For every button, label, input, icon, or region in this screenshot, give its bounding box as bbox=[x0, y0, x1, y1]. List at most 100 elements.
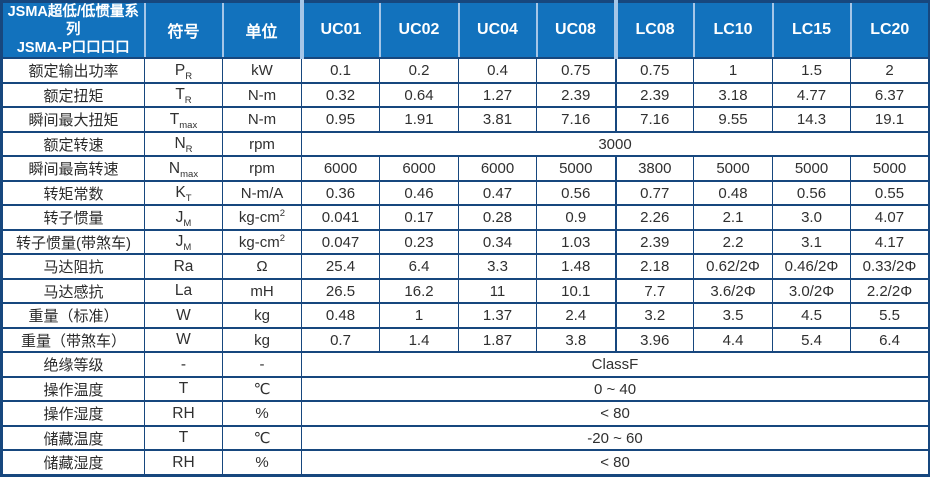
header-row: JSMA超低/低惯量系列 JSMA-P口口口口 符号 单位 UC01 UC02 UC… bbox=[1, 1, 930, 60]
row-label: 转子惯量 bbox=[1, 204, 145, 230]
table-body: 额定输出功率 PR kW 0.1 0.2 0.4 0.75 0.75 1 1.5 2 额定扭矩 TR N-… bbox=[1, 57, 930, 476]
model-header: LC10 bbox=[692, 1, 773, 60]
value-cell: 2.1 bbox=[693, 204, 773, 230]
symbol-main: La bbox=[174, 282, 193, 300]
row-label: 重量（标准） bbox=[1, 302, 145, 328]
value-cell: 0.62/2Φ bbox=[693, 253, 773, 279]
value-cell: 3.3 bbox=[458, 253, 537, 279]
unit-cell: % bbox=[222, 449, 302, 476]
value-cell: 4.5 bbox=[772, 302, 851, 328]
value-cell: 4.07 bbox=[850, 204, 930, 230]
value-cell: 0.47 bbox=[458, 179, 537, 206]
symbol-main: J bbox=[175, 233, 184, 251]
unit-main: kg bbox=[254, 331, 270, 349]
table-row: 转矩常数 KT N-m/A 0.36 0.46 0.47 0.56 0.77 0.48 0.56 0… bbox=[1, 179, 930, 206]
unit-cell: N-m bbox=[222, 106, 302, 132]
unit-main: % bbox=[255, 454, 269, 472]
symbol-subscript: max bbox=[180, 168, 199, 180]
value-cell: 9.55 bbox=[693, 106, 773, 132]
value-cell: 6000 bbox=[379, 155, 459, 181]
unit-cell: rpm bbox=[222, 155, 302, 181]
unit-cell: N-m/A bbox=[222, 179, 302, 206]
model-header: UC02 bbox=[378, 1, 459, 60]
value-cell: 1 bbox=[379, 302, 459, 328]
unit-cell: kg-cm2 bbox=[222, 228, 302, 255]
value-cell: 7.16 bbox=[614, 106, 694, 132]
value-cell: 0.64 bbox=[379, 81, 459, 108]
row-label: 操作温度 bbox=[1, 375, 145, 402]
value-cell: 2.2 bbox=[693, 228, 773, 255]
value-cell: 2 bbox=[850, 57, 930, 83]
value-cell: 2.39 bbox=[536, 81, 616, 108]
unit-main: mH bbox=[250, 282, 274, 300]
symbol-subscript: M bbox=[183, 217, 192, 229]
row-label: 额定转速 bbox=[1, 130, 145, 157]
value-cell: 14.3 bbox=[772, 106, 851, 132]
unit-cell: N-m bbox=[222, 81, 302, 108]
symbol-cell: T bbox=[144, 375, 223, 402]
table-row: 绝缘等级 - - ClassF bbox=[1, 351, 930, 377]
unit-main: rpm bbox=[249, 160, 275, 178]
unit-cell: kg bbox=[222, 302, 302, 328]
value-cell: 0.1 bbox=[301, 57, 380, 83]
row-label: 储藏温度 bbox=[1, 424, 145, 451]
symbol-main: T bbox=[178, 380, 189, 398]
symbol-main: Ra bbox=[173, 257, 194, 275]
value-cell: 16.2 bbox=[379, 277, 459, 304]
symbol-subscript: M bbox=[183, 242, 192, 254]
value-cell: 2.39 bbox=[614, 81, 694, 108]
span-value-cell: < 80 bbox=[301, 400, 930, 426]
value-cell: 3.1 bbox=[772, 228, 851, 255]
symbol-cell: JM bbox=[144, 228, 223, 255]
unit-cell: - bbox=[222, 351, 302, 377]
value-cell: 6000 bbox=[301, 155, 380, 181]
value-cell: 6.37 bbox=[850, 81, 930, 108]
table-row: 额定转速 NR rpm 3000 bbox=[1, 130, 930, 157]
model-header: UC04 bbox=[457, 1, 537, 60]
value-cell: 6.4 bbox=[850, 326, 930, 353]
value-cell: 2.26 bbox=[614, 204, 694, 230]
row-label: 马达阻抗 bbox=[1, 253, 145, 279]
unit-cell: kg bbox=[222, 326, 302, 353]
value-cell: 1 bbox=[693, 57, 773, 83]
table-row: 储藏温度 T ℃ -20 ~ 60 bbox=[1, 424, 930, 451]
symbol-cell: T bbox=[144, 424, 223, 451]
symbol-cell: RH bbox=[144, 400, 223, 426]
value-cell: 0.32 bbox=[301, 81, 380, 108]
value-cell: 0.7 bbox=[301, 326, 380, 353]
unit-main: Ω bbox=[256, 258, 268, 276]
symbol-main: K bbox=[175, 184, 186, 202]
row-label: 储藏湿度 bbox=[1, 449, 145, 476]
value-cell: 4.4 bbox=[693, 326, 773, 353]
value-cell: 3.8 bbox=[536, 326, 616, 353]
value-cell: 0.28 bbox=[458, 204, 537, 230]
table-row: 操作温度 T ℃ 0 ~ 40 bbox=[1, 375, 930, 402]
symbol-cell: JM bbox=[144, 204, 223, 230]
row-label: 绝缘等级 bbox=[1, 351, 145, 377]
symbol-main: RH bbox=[172, 404, 195, 422]
symbol-main: T bbox=[169, 110, 180, 128]
row-label: 马达感抗 bbox=[1, 277, 145, 304]
row-label: 瞬间最高转速 bbox=[1, 155, 145, 181]
unit-main: ℃ bbox=[253, 381, 271, 399]
value-cell: 0.56 bbox=[536, 179, 616, 206]
span-value-cell: < 80 bbox=[301, 449, 930, 476]
unit-cell: % bbox=[222, 400, 302, 426]
value-cell: 5.4 bbox=[772, 326, 851, 353]
value-cell: 2.39 bbox=[614, 228, 694, 255]
unit-cell: ℃ bbox=[222, 375, 302, 402]
series-title-line2: JSMA-P口口口口 bbox=[16, 40, 130, 57]
row-label: 转矩常数 bbox=[1, 179, 145, 206]
symbol-cell: W bbox=[144, 326, 223, 353]
value-cell: 5.5 bbox=[850, 302, 930, 328]
value-cell: 0.041 bbox=[301, 204, 380, 230]
series-title-cell: JSMA超低/低惯量系列 JSMA-P口口口口 bbox=[1, 1, 145, 60]
symbol-cell: Ra bbox=[144, 253, 223, 279]
model-header: LC08 bbox=[613, 1, 694, 60]
unit-main: N-m bbox=[247, 111, 277, 129]
symbol-main: N bbox=[174, 135, 186, 153]
model-header: LC20 bbox=[849, 1, 930, 60]
symbol-main: T bbox=[175, 86, 185, 104]
